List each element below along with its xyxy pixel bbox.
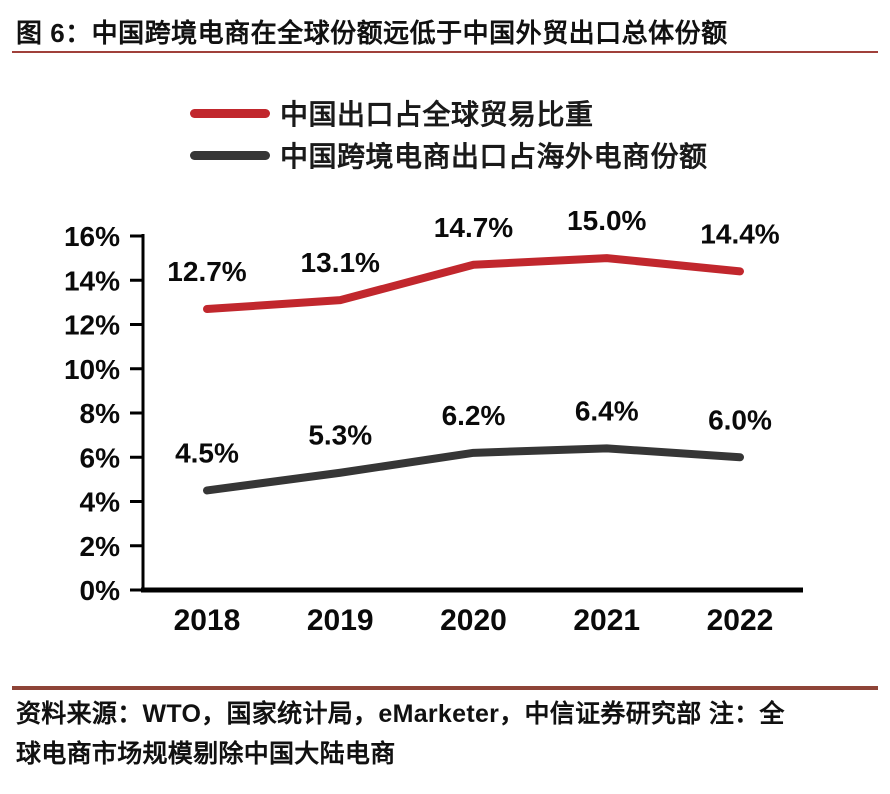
source-note-line: 球电商市场规模剔除中国大陆电商 xyxy=(16,740,396,768)
series-line-1 xyxy=(203,444,744,495)
x-tick-label: 2019 xyxy=(307,604,374,637)
legend-item-label: 中国出口占全球贸易比重 xyxy=(280,99,594,130)
x-tick-label: 2021 xyxy=(573,604,640,637)
legend-swatch-red-line-icon xyxy=(190,108,270,118)
x-tick-label: 2020 xyxy=(440,604,507,637)
data-label: 4.5% xyxy=(175,437,239,468)
data-label: 13.1% xyxy=(301,247,380,278)
data-label: 14.4% xyxy=(700,218,779,249)
y-tick-label: 0% xyxy=(80,575,121,606)
y-tick-label: 4% xyxy=(80,487,121,518)
x-tick-label: 2018 xyxy=(174,604,241,637)
data-label: 5.3% xyxy=(308,420,372,451)
data-label: 6.0% xyxy=(708,404,772,435)
data-label: 12.7% xyxy=(167,256,246,287)
y-tick-label: 12% xyxy=(64,310,120,341)
y-tick-label: 8% xyxy=(80,398,121,429)
y-tick-label: 10% xyxy=(64,354,120,385)
series-line-0 xyxy=(203,254,744,314)
title-underline xyxy=(12,51,878,53)
footer-separator xyxy=(12,686,878,690)
source-note-line: 资料来源：WTO，国家统计局，eMarketer，中信证券研究部 注：全 xyxy=(16,700,785,728)
data-label: 14.7% xyxy=(434,212,513,243)
source-note: 资料来源：WTO，国家统计局，eMarketer，中信证券研究部 注：全 球电商… xyxy=(16,694,836,774)
data-label: 15.0% xyxy=(567,205,646,236)
line-chart: 0% 2% 4% 6% 8% 10% 12% 14% 16% 2018 2019 2020 2021 20… xyxy=(64,205,803,637)
data-label: 6.4% xyxy=(575,395,639,426)
legend-item: 中国出口占全球贸易比重 xyxy=(190,94,708,132)
x-tick-label: 2022 xyxy=(707,604,774,637)
y-tick-label: 16% xyxy=(64,221,120,252)
chart-legend: 中国出口占全球贸易比重 中国跨境电商出口占海外电商份额 xyxy=(190,94,708,178)
figure-title: 图 6：中国跨境电商在全球份额远低于中国外贸出口总体份额 xyxy=(16,18,728,48)
y-tick-label: 2% xyxy=(80,531,121,562)
y-tick-label: 14% xyxy=(64,265,120,296)
legend-item: 中国跨境电商出口占海外电商份额 xyxy=(190,136,708,174)
y-tick-label: 6% xyxy=(80,442,121,473)
data-label: 6.2% xyxy=(442,400,506,431)
legend-swatch-black-line-icon xyxy=(190,150,270,160)
legend-item-label: 中国跨境电商出口占海外电商份额 xyxy=(280,141,708,172)
